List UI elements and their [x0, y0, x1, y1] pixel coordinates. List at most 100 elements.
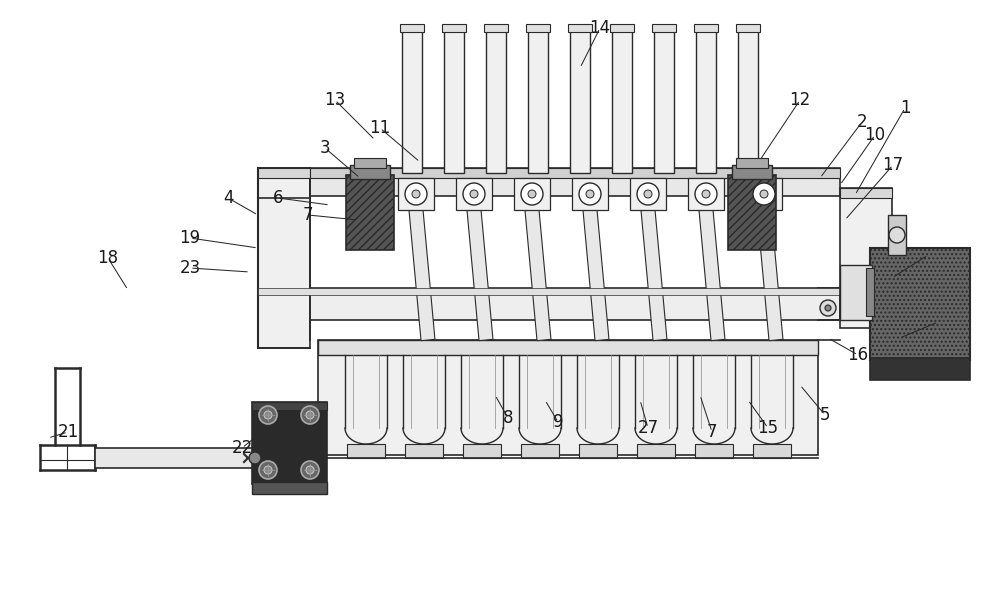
Polygon shape: [525, 210, 551, 341]
Polygon shape: [641, 210, 667, 341]
Bar: [630, 178, 666, 210]
Text: 1: 1: [900, 99, 910, 117]
Text: 19: 19: [179, 229, 201, 247]
Circle shape: [463, 183, 485, 205]
Bar: [354, 158, 386, 168]
Text: 27: 27: [637, 419, 659, 437]
Circle shape: [702, 190, 710, 198]
Bar: [318, 340, 818, 455]
Bar: [579, 444, 617, 458]
Bar: [695, 444, 733, 458]
Polygon shape: [252, 402, 327, 410]
Bar: [736, 24, 760, 32]
Circle shape: [528, 190, 536, 198]
Text: 18: 18: [97, 249, 119, 267]
Bar: [526, 24, 550, 32]
Polygon shape: [318, 340, 818, 355]
Bar: [840, 265, 872, 320]
Polygon shape: [840, 188, 892, 198]
Bar: [612, 28, 632, 173]
Circle shape: [820, 300, 836, 316]
Text: 7: 7: [707, 423, 717, 441]
Circle shape: [259, 461, 277, 479]
Circle shape: [470, 190, 478, 198]
Bar: [840, 188, 892, 328]
Circle shape: [301, 461, 319, 479]
Polygon shape: [467, 210, 493, 341]
Circle shape: [644, 190, 652, 198]
Bar: [514, 178, 550, 210]
Circle shape: [586, 190, 594, 198]
Bar: [463, 444, 501, 458]
Text: 12: 12: [789, 91, 811, 109]
Bar: [400, 24, 424, 32]
Text: 8: 8: [503, 409, 513, 427]
Circle shape: [412, 190, 420, 198]
Bar: [572, 178, 608, 210]
Bar: [732, 165, 772, 179]
Bar: [456, 178, 492, 210]
Bar: [570, 28, 590, 173]
Polygon shape: [258, 288, 840, 295]
Bar: [95, 448, 253, 468]
Circle shape: [825, 305, 831, 311]
Bar: [486, 28, 506, 173]
Circle shape: [301, 406, 319, 424]
Text: 16: 16: [847, 346, 869, 364]
Text: 11: 11: [369, 119, 391, 137]
Text: 2: 2: [857, 113, 867, 131]
Text: 22: 22: [231, 439, 253, 457]
Circle shape: [889, 227, 905, 243]
Circle shape: [521, 183, 543, 205]
Bar: [405, 444, 443, 458]
Polygon shape: [310, 168, 840, 178]
Polygon shape: [258, 168, 310, 178]
Text: 14: 14: [589, 19, 611, 37]
Circle shape: [306, 466, 314, 474]
Bar: [654, 28, 674, 173]
Circle shape: [264, 411, 272, 419]
Bar: [736, 158, 768, 168]
Text: 20: 20: [277, 439, 299, 457]
Text: 21: 21: [57, 423, 79, 441]
Bar: [484, 24, 508, 32]
Bar: [258, 288, 840, 320]
Text: 7: 7: [303, 206, 313, 224]
Bar: [568, 24, 592, 32]
Text: 23: 23: [179, 259, 201, 277]
Text: 5: 5: [820, 406, 830, 424]
Bar: [688, 178, 724, 210]
Polygon shape: [409, 210, 435, 341]
Bar: [402, 28, 422, 173]
Text: 6: 6: [273, 189, 283, 207]
Circle shape: [405, 183, 427, 205]
Circle shape: [579, 183, 601, 205]
Bar: [252, 482, 327, 494]
Bar: [442, 24, 466, 32]
Bar: [753, 444, 791, 458]
Circle shape: [637, 183, 659, 205]
Bar: [398, 178, 434, 210]
Bar: [521, 444, 559, 458]
Text: 24: 24: [261, 453, 283, 471]
Bar: [637, 444, 675, 458]
Text: 25: 25: [917, 246, 939, 264]
Circle shape: [249, 452, 261, 464]
Text: 4: 4: [223, 189, 233, 207]
Circle shape: [264, 466, 272, 474]
Bar: [746, 178, 782, 210]
Text: 10: 10: [864, 126, 886, 144]
Circle shape: [695, 183, 717, 205]
Text: 26: 26: [927, 313, 949, 331]
Bar: [346, 175, 394, 250]
Bar: [310, 168, 840, 196]
Bar: [728, 175, 776, 250]
Bar: [444, 28, 464, 173]
Bar: [258, 168, 310, 348]
Bar: [866, 268, 874, 316]
Text: 17: 17: [882, 156, 904, 174]
Text: 3: 3: [320, 139, 330, 157]
Polygon shape: [583, 210, 609, 341]
Bar: [350, 165, 390, 179]
Bar: [870, 358, 970, 380]
